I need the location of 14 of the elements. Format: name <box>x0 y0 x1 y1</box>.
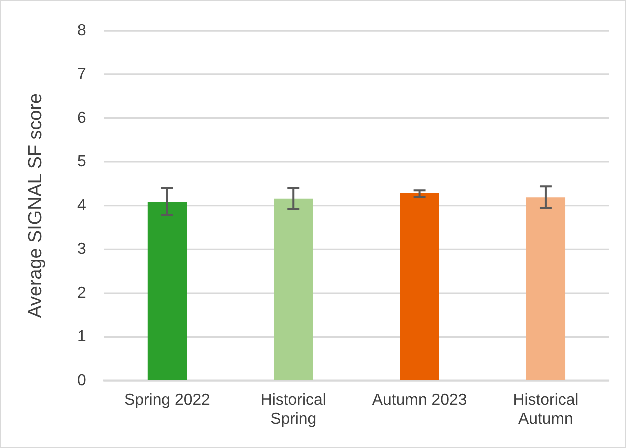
x-tick-label: Autumn 2023 <box>372 392 468 409</box>
y-tick-label: 2 <box>78 284 87 302</box>
x-tick-label: Spring 2022 <box>124 392 211 409</box>
x-tick-label: Historical Autumn <box>513 392 579 428</box>
y-tick-label: 3 <box>78 241 87 258</box>
y-tick-label: 1 <box>78 328 87 346</box>
y-tick-label: 7 <box>78 66 87 84</box>
y-axis-title: Average SIGNAL SF score <box>25 94 47 318</box>
y-tick-label: 5 <box>78 154 87 171</box>
y-tick-label: 4 <box>78 197 87 214</box>
y-tick-label: 8 <box>78 22 87 40</box>
y-tick-label: 0 <box>78 372 87 390</box>
y-tick-label: 6 <box>78 110 87 127</box>
x-tick-label: Historical Spring <box>260 392 326 428</box>
